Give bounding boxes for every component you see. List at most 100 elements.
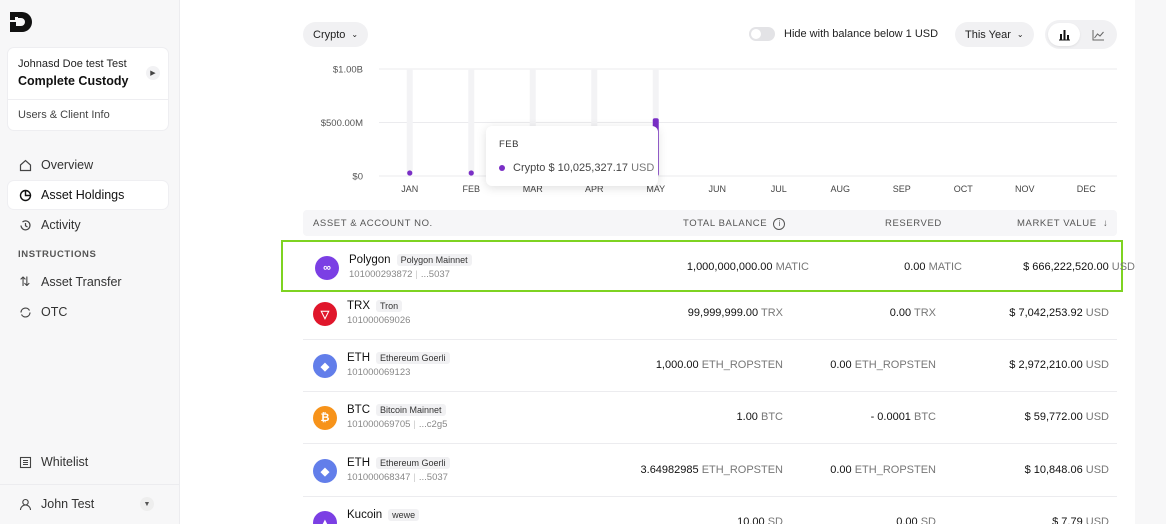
total-amount: 10.00 bbox=[737, 516, 765, 524]
chevron-down-icon[interactable]: ▼ bbox=[140, 497, 154, 511]
period-value: This Year bbox=[965, 28, 1011, 41]
address-suffix[interactable]: ...5037 bbox=[418, 472, 448, 483]
header-reserved[interactable]: RESERVED bbox=[885, 218, 942, 229]
total-unit: ETH_ROPSTEN bbox=[701, 359, 783, 371]
refresh-icon bbox=[18, 305, 32, 319]
period-dropdown[interactable]: This Year ⌄ bbox=[955, 22, 1034, 47]
sidebar-item-overview[interactable]: Overview bbox=[8, 151, 168, 179]
sidebar-item-label: Asset Transfer bbox=[41, 275, 122, 289]
account-id: 101000293872 bbox=[349, 269, 413, 280]
account-number: 101000068347 | ...5037 bbox=[347, 472, 448, 483]
account-id: 101000069123 bbox=[347, 367, 411, 378]
kucoin-icon: ▲ bbox=[313, 511, 337, 524]
total-balance: 10.00 SD bbox=[737, 516, 783, 524]
total-balance: 1,000.00 ETH_ROPSTEN bbox=[656, 359, 783, 371]
coin-glyph: ◆ bbox=[320, 360, 330, 373]
bar-jan[interactable] bbox=[407, 170, 413, 176]
total-amount: 1,000.00 bbox=[655, 359, 699, 371]
tooltip-row: Crypto $ 10,025,327.17 USD bbox=[499, 162, 654, 174]
sidebar-item-label: Asset Holdings bbox=[41, 188, 125, 202]
reserved-balance: 0.00 ETH_ROPSTEN bbox=[830, 464, 936, 476]
asset-symbol: Polygon bbox=[349, 254, 391, 266]
coin-glyph: ₿ bbox=[320, 412, 330, 424]
asset-name: ETH Ethereum Goerli bbox=[347, 457, 450, 469]
reserved-amount: 0.00 bbox=[896, 516, 918, 524]
market-amount: $ 7,042,253.92 bbox=[1009, 307, 1083, 319]
header-total-balance[interactable]: TOTAL BALANCE i bbox=[683, 218, 786, 230]
table-row[interactable]: ▽ TRX Tron 101000069026 99,999,999.00 TRX 0.0… bbox=[303, 288, 1117, 340]
asset-symbol: ETH bbox=[347, 457, 370, 469]
table-row[interactable]: ▲ Kucoin wewe 10.00 SD 0.00 SD $ 7.79 USD bbox=[303, 497, 1117, 524]
bar-feb[interactable] bbox=[468, 170, 474, 176]
user-menu[interactable]: John Test ▼ bbox=[8, 490, 168, 518]
brand-logo-icon[interactable] bbox=[10, 12, 32, 32]
line-chart-view-button[interactable] bbox=[1082, 23, 1114, 46]
market-value: $ 666,222,520.00 USD bbox=[1023, 261, 1135, 273]
asset-name: Polygon Polygon Mainnet bbox=[349, 254, 472, 266]
total-unit: ETH_ROPSTEN bbox=[701, 464, 783, 476]
total-balance: 99,999,999.00 TRX bbox=[688, 307, 783, 319]
asset-symbol: Kucoin bbox=[347, 509, 383, 521]
header-asset[interactable]: ASSET & ACCOUNT NO. bbox=[313, 218, 433, 229]
bar-track bbox=[406, 69, 413, 176]
sort-down-icon: ↓ bbox=[1102, 218, 1109, 229]
address-suffix[interactable]: ...5037 bbox=[420, 269, 450, 280]
header-market-value[interactable]: MARKET VALUE ↓ bbox=[1017, 218, 1108, 229]
sidebar-item-whitelist[interactable]: Whitelist bbox=[8, 448, 168, 476]
asset-type-dropdown[interactable]: Crypto ⌄ bbox=[303, 22, 369, 47]
asset-symbol: BTC bbox=[347, 404, 370, 416]
reserved-unit: BTC bbox=[914, 411, 936, 423]
history-icon bbox=[18, 218, 32, 232]
sidebar-item-activity[interactable]: Activity bbox=[8, 211, 168, 239]
chevron-down-icon: ⌄ bbox=[1016, 30, 1024, 39]
bar-chart-view-button[interactable] bbox=[1048, 23, 1080, 46]
table-row[interactable]: ◆ ETH Ethereum Goerli 101000068347 | ...5037 3… bbox=[303, 445, 1117, 497]
sidebar-item-asset-holdings[interactable]: Asset Holdings bbox=[8, 181, 168, 209]
y-tick-label: $1.00B bbox=[333, 65, 363, 76]
x-tick-label: AUG bbox=[830, 184, 850, 194]
account-number: 101000069026 bbox=[347, 315, 410, 326]
header-market-label: MARKET VALUE bbox=[1017, 218, 1097, 229]
total-amount: 1,000,000,000.00 bbox=[686, 261, 773, 273]
market-amount: $ 666,222,520.00 bbox=[1023, 261, 1109, 273]
market-amount: $ 2,972,210.00 bbox=[1009, 359, 1083, 371]
account-number: 101000069705 | ...c2g5 bbox=[347, 419, 448, 430]
market-amount: $ 7.79 bbox=[1052, 516, 1083, 524]
chevron-right-icon[interactable]: ▶ bbox=[146, 66, 160, 80]
address-suffix[interactable]: ...c2g5 bbox=[418, 419, 448, 430]
sidebar: Johnasd Doe test Test Complete Custody ▶… bbox=[0, 0, 180, 524]
client-custody-type: Complete Custody bbox=[18, 74, 129, 88]
info-icon[interactable]: i bbox=[773, 218, 786, 230]
x-tick-label: JUL bbox=[771, 184, 787, 194]
sidebar-item-label: OTC bbox=[41, 305, 68, 319]
bar-chart-icon bbox=[1058, 29, 1070, 40]
hide-small-balance-toggle[interactable] bbox=[749, 27, 775, 41]
market-unit: USD bbox=[1085, 307, 1109, 319]
sidebar-item-otc[interactable]: OTC bbox=[8, 298, 168, 326]
users-client-info-link[interactable]: Users & Client Info bbox=[18, 109, 110, 121]
account-id: 101000069705 bbox=[347, 419, 411, 430]
x-tick-label: JAN bbox=[401, 184, 418, 194]
reserved-balance: 0.00 ETH_ROPSTEN bbox=[830, 359, 936, 371]
x-tick-label: OCT bbox=[954, 184, 974, 194]
table-row[interactable]: ∞ Polygon Polygon Mainnet 101000293872 | ...5… bbox=[281, 240, 1135, 292]
ethereum-icon: ◆ bbox=[313, 459, 337, 483]
x-tick-label: MAR bbox=[523, 184, 544, 194]
total-balance: 1,000,000,000.00 MATIC bbox=[687, 261, 809, 273]
table-row[interactable]: ₿ BTC Bitcoin Mainnet 101000069705 | ...c2g5 1… bbox=[303, 392, 1117, 444]
reserved-amount: 0.00 bbox=[904, 261, 926, 273]
coin-glyph: ◆ bbox=[320, 465, 330, 478]
asset-name: BTC Bitcoin Mainnet bbox=[347, 404, 446, 416]
bar-track bbox=[529, 69, 536, 176]
sidebar-item-asset-transfer[interactable]: ⇅ Asset Transfer bbox=[8, 268, 168, 296]
market-unit: USD bbox=[1085, 464, 1109, 476]
client-switcher[interactable]: Johnasd Doe test Test Complete Custody ▶ bbox=[8, 48, 168, 100]
asset-type-value: Crypto bbox=[313, 28, 346, 41]
market-value: $ 7,042,253.92 USD bbox=[1009, 307, 1109, 319]
pie-chart-icon bbox=[18, 188, 32, 202]
reserved-unit: TRX bbox=[914, 307, 936, 319]
asset-name: TRX Tron bbox=[347, 300, 403, 312]
table-row[interactable]: ◆ ETH Ethereum Goerli 101000069123 1,000.00 … bbox=[303, 340, 1117, 392]
network-badge: Tron bbox=[376, 300, 403, 312]
reserved-amount: - 0.0001 bbox=[870, 411, 911, 423]
